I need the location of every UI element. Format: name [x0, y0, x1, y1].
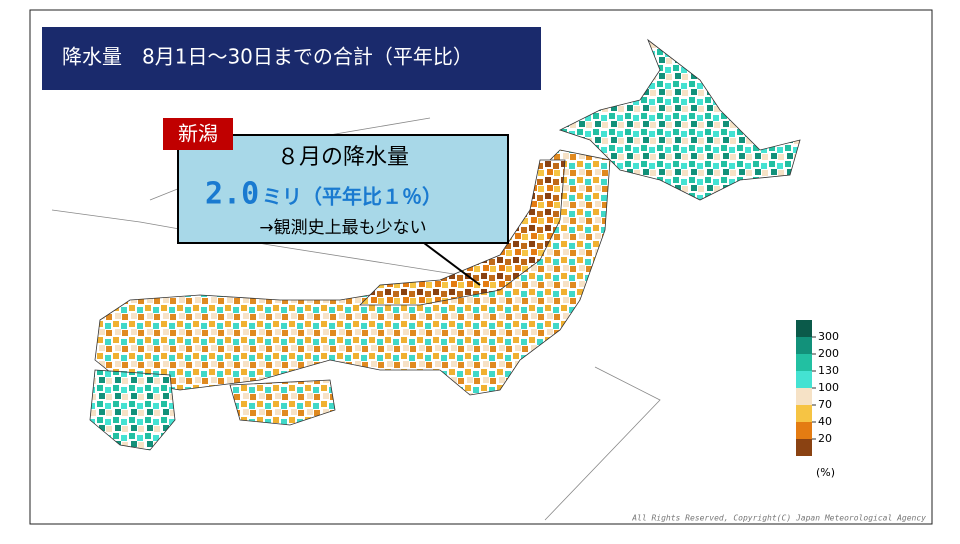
- legend-label: 200: [818, 347, 839, 360]
- legend-swatch: [796, 337, 812, 354]
- legend-label: 300: [818, 330, 839, 343]
- legend-swatch: [796, 422, 812, 439]
- place-tag: [163, 118, 233, 150]
- amount-rest: ミリ（平年比１％）: [262, 185, 442, 209]
- frame: [29, 9, 933, 525]
- legend-swatch: [796, 405, 812, 422]
- callout-heading: ８月の降水量: [277, 145, 409, 170]
- title-box: [42, 27, 541, 90]
- legend-label: 20: [818, 432, 832, 445]
- legend-swatch: [796, 320, 812, 337]
- place-label: 新潟: [178, 122, 218, 146]
- legend-swatch: [796, 439, 812, 456]
- legend-swatch: [796, 354, 812, 371]
- legend-label: 40: [818, 415, 832, 428]
- land: [89, 38, 801, 451]
- legend-label: 100: [818, 381, 839, 394]
- callout-note: →観測史上最も少ない: [259, 218, 426, 238]
- legend-label: 130: [818, 364, 839, 377]
- legend-swatch: [796, 388, 812, 405]
- amount: 2.0: [205, 177, 259, 212]
- copyright: All Rights Reserved, Copyright(C) Japan …: [631, 514, 926, 523]
- legend-label: 70: [818, 398, 832, 411]
- legend-swatch: [796, 371, 812, 388]
- callout-box: [177, 134, 509, 244]
- callout-pointer: [419, 239, 481, 286]
- legend-unit: (%): [816, 466, 835, 479]
- legend: 300 200 130 100 70 40 20 (%): [796, 320, 839, 479]
- title: 降水量 8月1日～30日までの合計（平年比）: [62, 45, 473, 69]
